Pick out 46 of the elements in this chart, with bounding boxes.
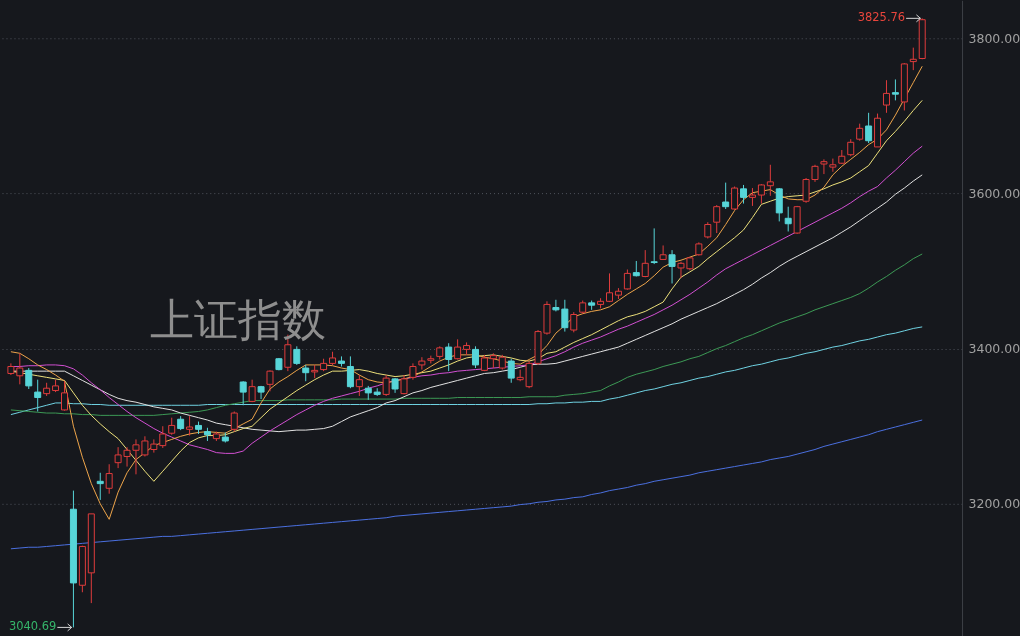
candlestick (641, 249, 649, 278)
candlestick (757, 183, 765, 205)
candlestick (909, 47, 917, 71)
candlestick (445, 342, 453, 372)
y-tick-label: 3400.00 (968, 341, 1020, 357)
candlestick (606, 272, 613, 303)
candlestick (471, 345, 479, 369)
candlestick (713, 204, 721, 234)
candlestick (105, 463, 113, 495)
candlestick (25, 367, 33, 390)
candlestick (293, 345, 301, 366)
candlestick (865, 112, 873, 144)
candlestick (570, 311, 578, 333)
candlestick (766, 164, 774, 197)
candlestick (266, 369, 274, 392)
candlestick (623, 269, 631, 291)
candlestick (346, 355, 354, 389)
candlestick (784, 206, 792, 232)
candlestick (740, 184, 748, 205)
text: 上证指数 (149, 293, 326, 345)
annotation: 3825.76 (857, 10, 906, 25)
candlestick (159, 425, 167, 449)
candlestick (454, 338, 462, 361)
candlestick (668, 249, 676, 284)
candlestick (507, 358, 515, 384)
line-series (10, 253, 923, 416)
line-series (10, 419, 923, 550)
candlestick (34, 379, 42, 412)
candlestick (239, 380, 247, 406)
candlestick (257, 385, 265, 400)
candlestick (230, 410, 238, 433)
y-tick-label: 3200.00 (968, 496, 1020, 512)
candlestick (659, 244, 667, 260)
candlestick (650, 227, 658, 265)
candlestick (355, 374, 363, 397)
candlestick (882, 79, 890, 114)
candlestick (96, 472, 104, 501)
candlestick (61, 380, 68, 412)
annotation: 3040.69 (8, 619, 57, 634)
y-tick-label: 3600.00 (968, 185, 1020, 201)
candlestick (891, 78, 899, 101)
candlestick (722, 182, 730, 210)
line-series (10, 65, 923, 520)
candlestick (382, 374, 390, 397)
y-tick-label: 3800.00 (968, 30, 1020, 46)
candlestick (186, 415, 194, 437)
